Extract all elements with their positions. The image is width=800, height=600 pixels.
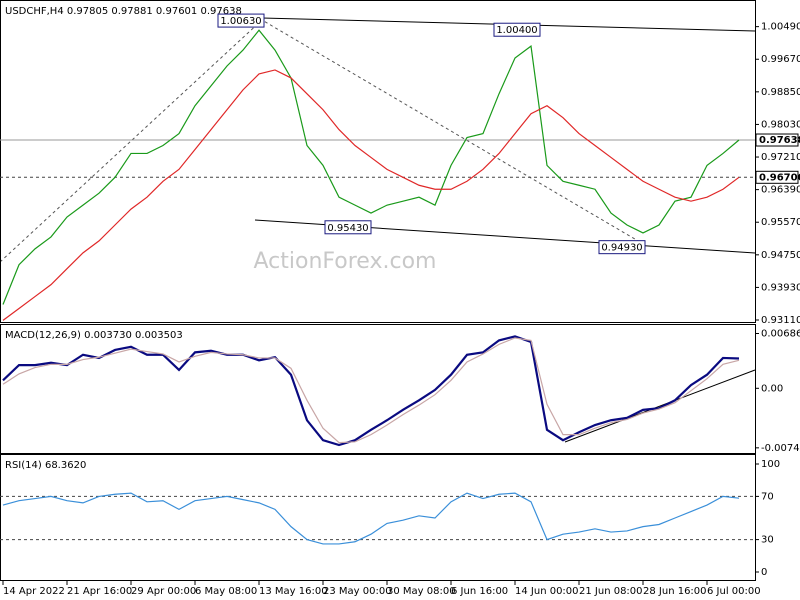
series-line <box>2 492 740 545</box>
annotation-label: 1.00400 <box>496 25 537 36</box>
panel-title: MACD(12,26,9) 0.003730 0.003503 <box>5 330 183 341</box>
x-tick-label: 14 Jun 00:00 <box>515 586 579 597</box>
annotation-label: 0.94930 <box>601 243 642 254</box>
annotation-label: 0.95430 <box>327 223 368 234</box>
y-tick-label: 0.93930 <box>761 282 800 293</box>
x-tick-label: 23 May 00:00 <box>323 586 392 597</box>
panel-frame <box>0 324 756 454</box>
level-label-box <box>755 170 799 184</box>
series-line <box>2 335 740 447</box>
watermark: ActionForex.com <box>254 249 437 274</box>
x-tick-label: 21 Jun 08:00 <box>579 586 643 597</box>
annotation-box <box>217 13 265 28</box>
level-label: 0.97638 <box>759 135 800 146</box>
panel-title: USDCHF,H4 0.97805 0.97881 0.97601 0.9763… <box>5 6 242 17</box>
y-tick-label: 0.95570 <box>761 217 800 228</box>
y-tick-label: 0.97210 <box>761 152 800 163</box>
y-tick-label: 0.94750 <box>761 250 800 261</box>
series-line <box>2 29 740 305</box>
x-tick-label: 13 May 16:00 <box>259 586 328 597</box>
y-tick-label: 100 <box>761 459 780 470</box>
y-tick-label: 0.00 <box>761 383 783 394</box>
annotation-box <box>598 240 646 255</box>
annotation-label: 1.00630 <box>220 16 261 27</box>
y-tick-label: 70 <box>761 491 774 502</box>
y-tick-label: 0.99670 <box>761 54 800 65</box>
y-tick-label: 0.006861 <box>761 329 800 340</box>
y-tick-label: 0 <box>761 567 767 578</box>
x-tick-label: 30 May 08:00 <box>387 586 456 597</box>
level-label-box <box>755 133 799 147</box>
series-line <box>2 337 740 444</box>
y-tick-label: 0.93110 <box>761 315 800 326</box>
y-tick-label: 0.98030 <box>761 119 800 130</box>
x-tick-label: 6 May 08:00 <box>195 586 257 597</box>
level-label: 0.96700 <box>759 172 800 183</box>
y-tick-label: 0.98850 <box>761 87 800 98</box>
panel-frame <box>0 0 756 323</box>
x-tick-label: 6 Jul 00:00 <box>707 586 761 597</box>
y-tick-label: 1.00490 <box>761 22 800 33</box>
x-tick-label: 29 Apr 00:00 <box>131 586 196 597</box>
panel-frame <box>0 454 756 581</box>
trend-line <box>564 369 756 443</box>
y-tick-label: -0.007454 <box>761 443 800 454</box>
annotation-box <box>324 220 372 235</box>
annotation-box <box>493 22 541 37</box>
x-tick-label: 14 Apr 2022 <box>3 586 65 597</box>
y-tick-label: 30 <box>761 535 774 546</box>
x-tick-label: 28 Jun 16:00 <box>643 586 707 597</box>
y-tick-label: 0.96390 <box>761 185 800 196</box>
x-tick-label: 21 Apr 16:00 <box>67 586 132 597</box>
x-tick-label: 6 Jun 16:00 <box>451 586 508 597</box>
series-line <box>2 69 740 321</box>
panel-title: RSI(14) 68.3620 <box>5 460 86 471</box>
